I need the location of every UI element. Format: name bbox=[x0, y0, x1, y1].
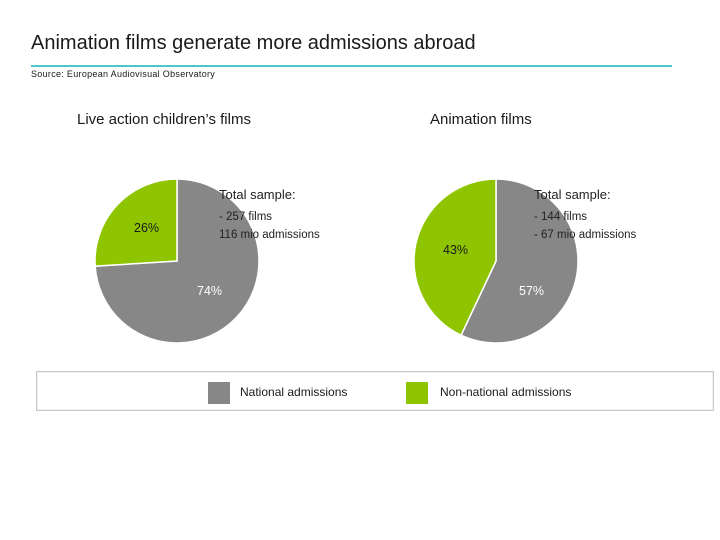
legend-swatch-non-national bbox=[406, 382, 428, 404]
data-label-non-national-live: 26% bbox=[134, 221, 160, 235]
legend-label-non-national: Non-national admissions bbox=[440, 385, 572, 399]
pie-slice-non-national bbox=[413, 178, 497, 337]
sample-live-action: Total sample: - 257 films 116 mio admiss… bbox=[219, 186, 320, 244]
data-label-non-national-animation: 43% bbox=[443, 243, 469, 257]
sample-heading: Total sample: bbox=[534, 187, 611, 202]
chart-title-live-action: Live action children’s films bbox=[77, 111, 251, 128]
sample-line: - 67 mio admissions bbox=[534, 229, 637, 241]
data-label-national-live: 74% bbox=[197, 284, 223, 298]
sample-line: - 144 films bbox=[534, 211, 588, 223]
source-note: Source: European Audiovisual Observatory bbox=[31, 69, 216, 79]
pie-slice-national bbox=[460, 178, 579, 344]
data-label-national-animation: 57% bbox=[519, 284, 545, 298]
legend-label-national: National admissions bbox=[240, 385, 348, 399]
title-divider bbox=[31, 65, 672, 67]
legend: National admissions Non-national admissi… bbox=[36, 371, 714, 411]
page-title: Animation films generate more admissions… bbox=[31, 32, 476, 54]
chart-title-animation: Animation films bbox=[430, 111, 532, 128]
sample-line: 116 mio admissions bbox=[219, 229, 320, 241]
pie-slice-non-national bbox=[94, 178, 178, 267]
legend-swatch-national bbox=[208, 382, 230, 404]
sample-heading: Total sample: bbox=[219, 187, 296, 202]
sample-line: - 257 films bbox=[219, 211, 273, 223]
sample-animation: Total sample: - 144 films - 67 mio admis… bbox=[534, 186, 636, 244]
